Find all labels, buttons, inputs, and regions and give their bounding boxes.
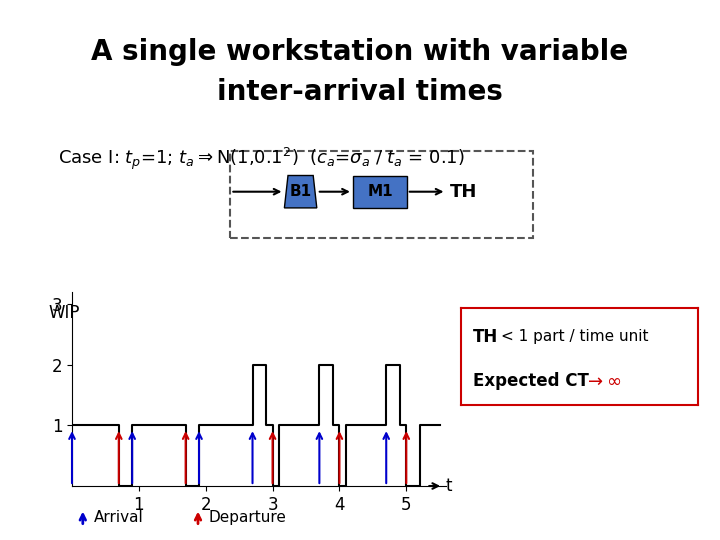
Text: WIP: WIP <box>49 303 80 322</box>
Text: Arrival: Arrival <box>94 510 143 525</box>
Text: inter-arrival times: inter-arrival times <box>217 78 503 106</box>
Text: TH: TH <box>450 183 477 201</box>
Text: t: t <box>445 477 451 495</box>
Text: $\rightarrow \infty$: $\rightarrow \infty$ <box>585 372 621 390</box>
Text: TH: TH <box>473 328 498 346</box>
Text: Case I: $t_p$=1; $t_a$$\Rightarrow$N(1,0.1$^2$)  ($c_a$=$\sigma_a$ / $t_a$ = 0.1: Case I: $t_p$=1; $t_a$$\Rightarrow$N(1,0… <box>58 146 464 172</box>
Text: B1: B1 <box>290 184 312 199</box>
Text: Departure: Departure <box>209 510 287 525</box>
Text: Expected CT: Expected CT <box>473 372 594 390</box>
Text: < 1 part / time unit: < 1 part / time unit <box>501 329 649 345</box>
Text: A single workstation with variable: A single workstation with variable <box>91 38 629 66</box>
Text: M1: M1 <box>367 184 393 199</box>
